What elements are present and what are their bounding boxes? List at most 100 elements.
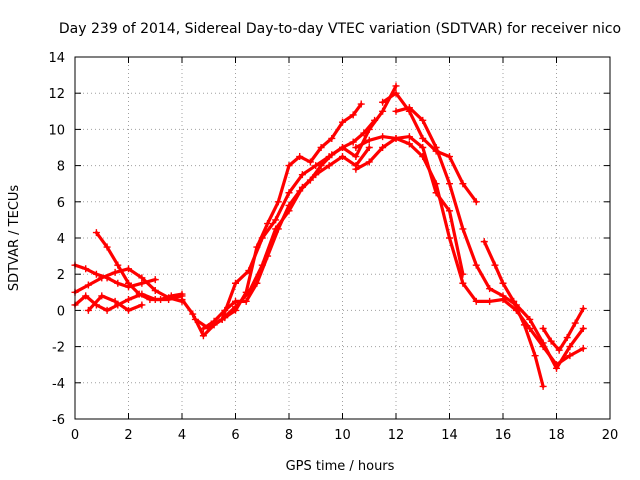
- satellite-track-10-point: [352, 144, 360, 151]
- satellite-track-4-line: [94, 231, 184, 302]
- satellite-track-6-point: [306, 158, 314, 166]
- satellite-track-7-point: [379, 107, 387, 115]
- satellite-track-10-point: [459, 279, 467, 287]
- x-tick-label: 4: [178, 428, 186, 443]
- satellite-track-11-point: [459, 225, 467, 233]
- satellite-track-11-point: [526, 315, 534, 323]
- satellite-track-2-point: [103, 274, 111, 282]
- satellite-track-9-point: [218, 315, 226, 323]
- y-tick-label: -2: [52, 341, 65, 356]
- satellite-track-6-point: [274, 198, 282, 206]
- satellite-track-13-point: [539, 382, 547, 390]
- satellite-track-4-point: [92, 229, 100, 237]
- satellite-track-12-line: [381, 91, 478, 204]
- satellite-track-6-point: [199, 332, 207, 340]
- satellite-track-11-point: [486, 285, 494, 293]
- satellite-track-6-point: [339, 118, 346, 126]
- satellite-track-11-point: [419, 116, 427, 124]
- satellite-track-7-point: [272, 216, 280, 224]
- satellite-track-1-point: [111, 268, 119, 276]
- satellite-track-10-point: [472, 297, 480, 305]
- satellite-track-12-point: [459, 180, 467, 188]
- x-tick-label: 12: [388, 428, 405, 443]
- satellite-track-15-point: [365, 158, 373, 166]
- satellite-track-10-point: [446, 234, 453, 242]
- satellite-track-1-point: [125, 265, 132, 273]
- satellite-track-9-point: [298, 183, 306, 191]
- satellite-track-11-point: [499, 292, 507, 300]
- x-tick-label: 14: [441, 428, 458, 443]
- satellite-track-11-point: [579, 325, 587, 332]
- satellite-track-10-point: [579, 344, 587, 352]
- satellite-track-8-point: [360, 129, 368, 137]
- satellite-track-8-point: [349, 138, 357, 146]
- satellite-track-8-point: [317, 162, 325, 170]
- y-axis-ticks: -6 -4 -2 0 2 4 6 8 10 12 14: [48, 51, 610, 428]
- satellite-track-2-point: [138, 279, 146, 287]
- satellite-track-14-point: [539, 325, 547, 332]
- satellite-track-4-point: [135, 290, 143, 298]
- satellite-track-8-point: [371, 116, 379, 124]
- satellite-track-6-point: [264, 220, 272, 228]
- satellite-track-6-point: [178, 296, 186, 304]
- grid-lines: [75, 57, 610, 419]
- satellite-track-10-point: [486, 297, 494, 305]
- y-tick-label: 12: [48, 87, 65, 102]
- satellite-track-5-point: [111, 297, 119, 305]
- satellite-track-7-point: [245, 267, 253, 275]
- satellite-track-9-point: [272, 225, 280, 233]
- satellite-track-10-point: [566, 352, 574, 360]
- satellite-track-4-point: [157, 296, 165, 304]
- satellite-track-3-point: [125, 296, 132, 304]
- x-tick-label: 18: [548, 428, 565, 443]
- y-tick-label: 14: [48, 51, 65, 66]
- satellite-track-13-point: [480, 238, 488, 246]
- satellite-track-10-point: [365, 136, 373, 144]
- satellite-track-2-point: [151, 276, 159, 284]
- satellite-track-12-point: [472, 198, 480, 206]
- satellite-track-6-point: [296, 153, 304, 161]
- satellite-track-5-point: [98, 292, 106, 300]
- y-tick-label: 8: [57, 160, 65, 175]
- satellite-track-7-point: [392, 82, 400, 90]
- satellite-track-7-point: [298, 171, 306, 179]
- satellite-track-12-point: [419, 134, 427, 142]
- satellite-track-6-point: [328, 134, 336, 142]
- y-axis-label: SDTVAR / TECUs: [7, 185, 22, 292]
- satellite-track-5-point: [84, 306, 92, 314]
- x-tick-label: 20: [602, 428, 619, 443]
- satellite-track-6-point: [349, 111, 357, 119]
- satellite-track-8-point: [221, 306, 229, 314]
- satellite-track-7-point: [258, 234, 266, 242]
- x-tick-label: 16: [495, 428, 512, 443]
- satellite-track-7-line: [193, 84, 398, 331]
- satellite-track-9-point: [312, 171, 320, 179]
- satellite-track-8-point: [328, 151, 336, 159]
- satellite-track-14-line: [541, 307, 585, 352]
- x-tick-label: 10: [334, 428, 351, 443]
- satellite-track-15-point: [419, 144, 427, 151]
- satellite-track-9-point: [258, 261, 266, 269]
- satellite-track-11-point: [446, 180, 453, 188]
- satellite-track-4-point: [114, 261, 122, 269]
- data-series: [71, 82, 587, 390]
- satellite-track-3-point: [82, 292, 90, 300]
- satellite-track-10-point: [379, 133, 387, 141]
- satellite-track-14-point: [563, 334, 571, 342]
- x-axis-label: GPS time / hours: [286, 459, 395, 474]
- satellite-track-7-point: [191, 315, 199, 323]
- y-tick-label: 10: [48, 123, 65, 138]
- satellite-track-13-point: [499, 279, 507, 287]
- satellite-track-15-point: [405, 133, 413, 141]
- satellite-track-15-point: [459, 270, 467, 278]
- satellite-track-7-point: [352, 153, 360, 161]
- satellite-track-11-point: [553, 364, 560, 372]
- satellite-track-2-point: [92, 270, 100, 278]
- satellite-track-14-point: [555, 346, 563, 354]
- satellite-track-11-point: [392, 107, 400, 115]
- y-tick-label: 0: [57, 304, 65, 319]
- satellite-track-8-point: [199, 325, 207, 332]
- satellite-track-13-point: [510, 297, 518, 305]
- x-axis-ticks: 0 2 4 6 8 10 12 14 16 18 20: [71, 57, 618, 443]
